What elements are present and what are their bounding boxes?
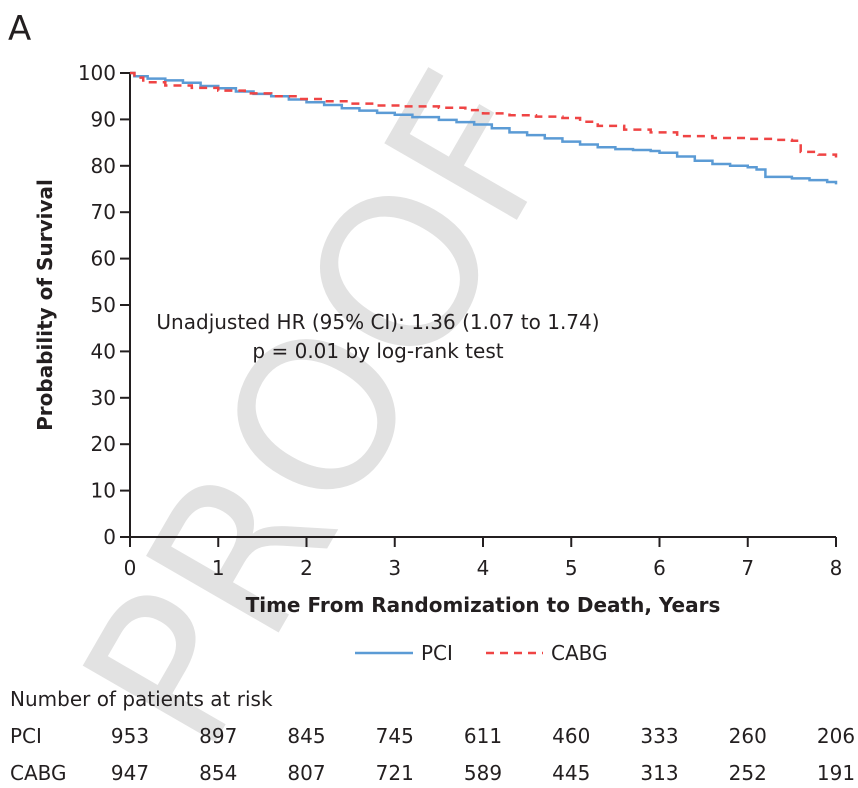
risk-value-pci-4: 611 xyxy=(464,724,502,748)
risk-row-label-cabg: CABG xyxy=(10,761,67,785)
x-tick-label-5: 5 xyxy=(565,556,578,580)
x-tick-label-8: 8 xyxy=(830,556,843,580)
risk-table: PCI 953 897 845 745 611 460 333 260 206 CABG 947 854… xyxy=(10,724,855,785)
risk-value-pci-6: 333 xyxy=(640,724,678,748)
y-tick-label-40: 40 xyxy=(91,339,116,363)
legend-pci-label: PCI xyxy=(421,641,453,665)
y-tick-label-80: 80 xyxy=(91,154,116,178)
legend-cabg-label: CABG xyxy=(551,641,608,665)
y-tick-label-50: 50 xyxy=(91,293,116,317)
risk-value-cabg-4: 589 xyxy=(464,761,502,785)
legend: PCI CABG xyxy=(355,641,608,665)
risk-value-cabg-0: 947 xyxy=(111,761,149,785)
y-tick-label-0: 0 xyxy=(103,525,116,549)
y-tick-label-100: 100 xyxy=(78,61,116,85)
risk-row-label-pci: PCI xyxy=(10,724,42,748)
y-tick-label-90: 90 xyxy=(91,107,116,131)
risk-value-pci-5: 460 xyxy=(552,724,590,748)
y-tick-label-30: 30 xyxy=(91,386,116,410)
x-tick-label-3: 3 xyxy=(388,556,401,580)
risk-value-pci-3: 745 xyxy=(376,724,414,748)
risk-value-pci-7: 260 xyxy=(729,724,767,748)
survival-curves xyxy=(130,71,838,185)
y-ticks: 0 10 20 30 40 50 60 70 80 90 100 xyxy=(78,61,130,549)
risk-value-pci-0: 953 xyxy=(111,724,149,748)
risk-value-cabg-3: 721 xyxy=(376,761,414,785)
proof-watermark: PROOF xyxy=(36,36,610,785)
hr-annotation: Unadjusted HR (95% CI): 1.36 (1.07 to 1.… xyxy=(156,310,599,334)
series-pci-line xyxy=(130,71,838,185)
risk-value-pci-2: 845 xyxy=(287,724,325,748)
risk-value-cabg-6: 313 xyxy=(640,761,678,785)
y-tick-label-70: 70 xyxy=(91,200,116,224)
y-axis-title: Probability of Survival xyxy=(33,179,57,431)
x-tick-label-4: 4 xyxy=(477,556,490,580)
watermark-text: PROOF xyxy=(36,36,610,785)
y-tick-label-10: 10 xyxy=(91,479,116,503)
risk-value-cabg-7: 252 xyxy=(729,761,767,785)
x-tick-label-1: 1 xyxy=(212,556,225,580)
risk-value-cabg-1: 854 xyxy=(199,761,237,785)
x-tick-label-6: 6 xyxy=(653,556,666,580)
risk-table-title: Number of patients at risk xyxy=(10,687,273,711)
series-cabg-line xyxy=(130,71,838,158)
risk-value-pci-8: 206 xyxy=(817,724,855,748)
panel-label: A xyxy=(8,9,31,49)
x-ticks: 0 1 2 3 4 5 6 7 8 xyxy=(124,537,843,580)
risk-value-pci-1: 897 xyxy=(199,724,237,748)
x-tick-label-7: 7 xyxy=(741,556,754,580)
y-tick-label-20: 20 xyxy=(91,432,116,456)
x-axis-title: Time From Randomization to Death, Years xyxy=(246,593,721,617)
risk-value-cabg-8: 191 xyxy=(817,761,855,785)
y-tick-label-60: 60 xyxy=(91,247,116,271)
risk-value-cabg-5: 445 xyxy=(552,761,590,785)
x-tick-label-2: 2 xyxy=(300,556,313,580)
p-value-annotation: p = 0.01 by log-rank test xyxy=(252,339,503,363)
risk-value-cabg-2: 807 xyxy=(287,761,325,785)
x-tick-label-0: 0 xyxy=(124,556,137,580)
